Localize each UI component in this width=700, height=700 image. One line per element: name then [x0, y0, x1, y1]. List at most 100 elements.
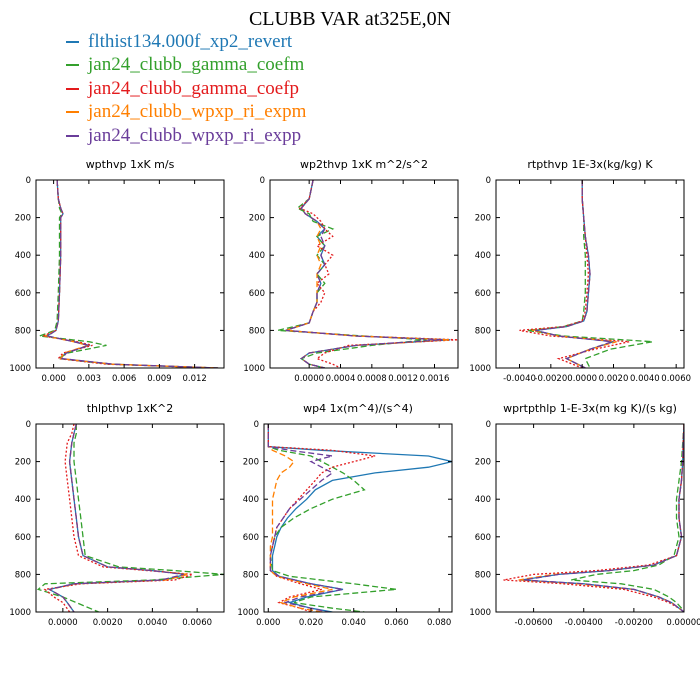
x-tick-label: 0.040	[342, 618, 366, 628]
series-line-2	[267, 424, 397, 612]
panel-4: thlpthvp 1xK^2 0 200 400 600 800 1000 0.0000 0.0…	[9, 402, 225, 628]
y-tick-label: 200	[249, 214, 265, 224]
y-tick-label: 800	[15, 326, 31, 336]
legend-item: jan24_clubb_wpxp_ri_expp	[66, 124, 306, 148]
y-tick-label: 0	[486, 420, 491, 430]
x-tick-label: 0.0012	[388, 374, 418, 384]
y-tick-label: 800	[249, 326, 265, 336]
series-line-2	[571, 424, 684, 612]
legend-label: jan24_clubb_gamma_coefm	[88, 54, 305, 76]
legend-label: flthist134.000f_xp2_revert	[88, 30, 293, 52]
plot-frame	[35, 423, 225, 613]
y-tick-label: 800	[243, 570, 259, 580]
y-tick-label: 0	[486, 176, 491, 186]
y-tick-label: 400	[475, 251, 491, 261]
panel-title: rtpthvp 1E-3x(kg/kg) K	[527, 158, 653, 171]
panel-title: wp4 1x(m^4)/(s^4)	[303, 402, 413, 415]
panel-6: wprtpthlp 1-E-3x(m kg K)/(s kg) 0 200 400 60…	[469, 402, 700, 628]
y-tick-label: 200	[475, 214, 491, 224]
legend-label: jan24_clubb_wpxp_ri_expp	[88, 124, 302, 146]
x-tick-label: 0.000	[41, 374, 65, 384]
x-tick-label: -0.0040	[503, 374, 536, 384]
x-tick-label: 0.0004	[326, 374, 356, 384]
x-tick-label: 0.060	[384, 618, 408, 628]
x-tick-label: 0.0060	[661, 374, 691, 384]
series-line-4	[531, 180, 617, 368]
y-tick-label: 600	[249, 289, 265, 299]
y-tick-label: 600	[475, 533, 491, 543]
x-tick-label: 0.0000	[48, 618, 78, 628]
panel-title: thlpthvp 1xK^2	[87, 402, 174, 415]
y-tick-label: 200	[243, 458, 259, 468]
plot-frame	[495, 423, 685, 613]
y-tick-label: 800	[475, 326, 491, 336]
y-tick-label: 800	[475, 570, 491, 580]
y-tick-label: 400	[15, 495, 31, 505]
series-line-1	[47, 424, 187, 612]
legend-item: jan24_clubb_wpxp_ri_expm	[66, 101, 306, 125]
y-tick-label: 200	[475, 458, 491, 468]
y-tick-label: 1000	[237, 608, 259, 618]
legend-label: jan24_clubb_gamma_coefp	[88, 77, 300, 99]
legend-swatch	[66, 40, 79, 43]
plot-frame	[263, 423, 453, 613]
y-tick-label: 200	[15, 214, 31, 224]
x-tick-label: 0.012	[182, 374, 206, 384]
y-tick-label: 1000	[9, 608, 31, 618]
x-tick-label: 0.006	[112, 374, 136, 384]
y-tick-label: 400	[249, 251, 265, 261]
legend-item: flthist134.000f_xp2_revert	[66, 30, 306, 54]
legend-swatch	[66, 111, 79, 114]
y-tick-label: 1000	[469, 608, 491, 618]
panel-title: wpthvp 1xK m/s	[86, 158, 175, 171]
x-tick-label: -0.00400	[565, 618, 603, 628]
series-line-1	[521, 424, 684, 612]
x-tick-label: 0.0060	[182, 618, 212, 628]
legend-swatch	[66, 64, 79, 67]
panel-title: wprtpthlp 1-E-3x(m kg K)/(s kg)	[503, 402, 677, 415]
plot-frame	[35, 179, 225, 369]
plot-frame	[269, 179, 459, 369]
legend-swatch	[66, 87, 79, 90]
series-line-5	[47, 424, 184, 612]
x-tick-label: 0.0040	[630, 374, 660, 384]
panel-1: wpthvp 1xK m/s 0 200 400 600 800 1000 0.000 0.00…	[9, 158, 225, 384]
x-tick-label: -0.00600	[514, 618, 552, 628]
x-tick-label: 0.003	[77, 374, 101, 384]
legend-item: jan24_clubb_gamma_coefp	[66, 77, 306, 101]
series-line-4	[267, 424, 333, 612]
series-line-3	[43, 424, 193, 612]
x-tick-label: 0.00000	[666, 618, 700, 628]
y-tick-label: 400	[243, 495, 259, 505]
legend-item: jan24_clubb_gamma_coefm	[66, 54, 306, 78]
panel-2: wp2thvp 1xK m^2/s^2 0 200 400 600 800 1000 0.00…	[243, 158, 459, 384]
x-tick-label: -0.00200	[615, 618, 653, 628]
legend: flthist134.000f_xp2_revert jan24_clubb_ga…	[66, 30, 306, 148]
series-line-3	[519, 180, 630, 368]
y-tick-label: 800	[15, 570, 31, 580]
series-line-3	[40, 180, 219, 368]
y-tick-label: 0	[26, 420, 31, 430]
y-tick-label: 600	[475, 289, 491, 299]
plot-frame	[495, 179, 685, 369]
y-tick-label: 200	[15, 458, 31, 468]
legend-swatch	[66, 134, 79, 137]
x-tick-label: 0.0016	[420, 374, 450, 384]
series-line-3	[267, 424, 376, 612]
x-tick-label: 0.0000	[294, 374, 324, 384]
x-tick-label: -0.0020	[534, 374, 567, 384]
y-tick-label: 600	[15, 289, 31, 299]
series-line-5	[46, 180, 219, 368]
x-tick-label: 0.0008	[357, 374, 387, 384]
x-tick-label: 0.000	[256, 618, 280, 628]
y-tick-label: 0	[254, 420, 259, 430]
series-line-3	[503, 424, 684, 612]
series-line-2	[277, 180, 427, 368]
series-line-2	[527, 180, 653, 368]
x-tick-label: 0.009	[147, 374, 171, 384]
y-tick-label: 400	[475, 495, 491, 505]
series-line-1	[267, 424, 452, 612]
panel-3: rtpthvp 1E-3x(kg/kg) K 0 200 400 600 800 1000 -…	[469, 158, 691, 384]
y-tick-label: 400	[15, 251, 31, 261]
